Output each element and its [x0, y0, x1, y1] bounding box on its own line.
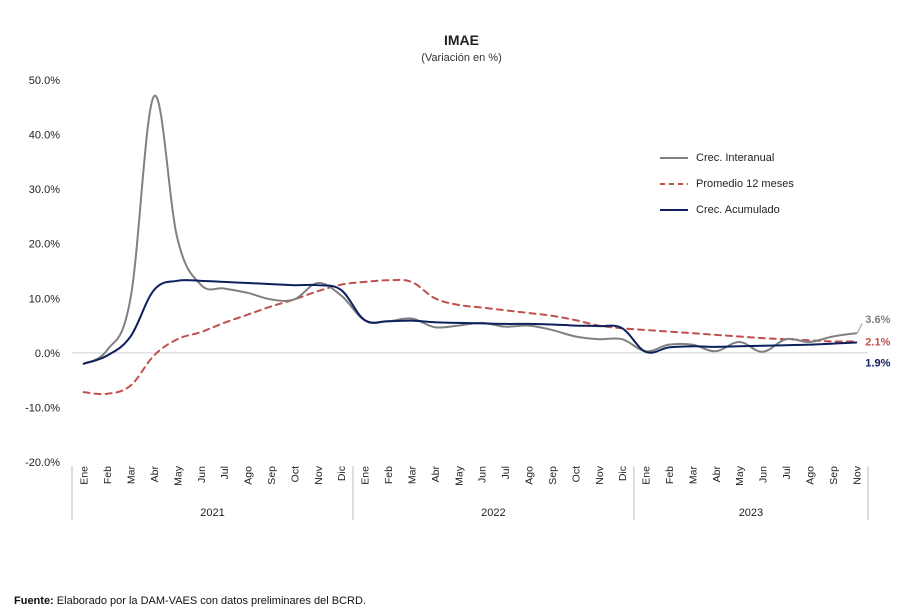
x-tick-label: Jun	[196, 466, 208, 483]
source-text: Elaborado por la DAM-VAES con datos prel…	[53, 595, 366, 607]
x-tick-label: Jul	[781, 466, 793, 479]
legend-label-promedio: Promedio 12 meses	[696, 178, 794, 190]
y-tick-label: 0.0%	[35, 348, 60, 360]
x-tick-label: May	[453, 465, 465, 486]
year-label: 2021	[200, 507, 224, 519]
legend-item-promedio: Promedio 12 meses	[660, 171, 794, 197]
x-tick-label: Jul	[500, 466, 512, 479]
series-line-promedio-12-meses	[82, 278, 858, 396]
legend-item-acumulado: Crec. Acumulado	[660, 197, 794, 223]
x-tick-label: Mar	[687, 466, 699, 485]
year-label: 2022	[481, 507, 505, 519]
end-label: 3.6%	[865, 314, 890, 326]
x-tick-label: Sep	[828, 466, 840, 485]
y-tick-label: 40.0%	[29, 130, 60, 142]
y-tick-label: -10.0%	[25, 402, 60, 414]
x-tick-label: Jun	[758, 466, 770, 483]
x-tick-label: Ago	[804, 466, 816, 485]
x-tick-label: Abr	[430, 466, 442, 483]
x-tick-label: Jun	[477, 466, 489, 483]
chart-legend: Crec. Interanual Promedio 12 meses Crec.…	[660, 145, 794, 223]
series-line-crec-interanual	[82, 95, 858, 365]
x-tick-label: Oct	[289, 466, 301, 482]
x-tick-label: Ene	[79, 466, 91, 485]
end-label-leader	[856, 322, 863, 334]
x-tick-label: Nov	[594, 465, 606, 484]
x-tick-label: Abr	[711, 466, 723, 483]
x-tick-label: Ago	[524, 466, 536, 485]
y-tick-label: -20.0%	[25, 457, 60, 469]
x-tick-label: Feb	[102, 466, 114, 484]
x-tick-label: Jul	[219, 466, 231, 479]
legend-swatch-interanual	[660, 157, 688, 159]
legend-label-interanual: Crec. Interanual	[696, 152, 775, 164]
x-tick-label: Nov	[313, 465, 325, 484]
x-tick-label: Sep	[266, 466, 278, 485]
x-tick-label: Dic	[617, 466, 629, 481]
source-prefix: Fuente:	[14, 595, 54, 607]
source-note: Fuente: Elaborado por la DAM-VAES con da…	[14, 595, 366, 607]
x-tick-label: Nov	[851, 465, 863, 484]
chart-subtitle: (Variación en %)	[421, 52, 502, 64]
legend-item-interanual: Crec. Interanual	[660, 145, 794, 171]
x-tick-label: May	[734, 465, 746, 486]
y-tick-label: 20.0%	[29, 239, 60, 251]
y-tick-label: 50.0%	[29, 75, 60, 87]
legend-label-acumulado: Crec. Acumulado	[696, 204, 780, 216]
x-tick-label: Feb	[383, 466, 395, 484]
x-tick-label: Oct	[570, 466, 582, 482]
x-tick-label: Mar	[406, 466, 418, 485]
x-tick-label: Abr	[149, 466, 161, 483]
x-tick-label: Ago	[243, 466, 255, 485]
chart-title: IMAE	[444, 32, 479, 48]
legend-swatch-promedio	[660, 183, 688, 185]
end-label: 2.1%	[865, 336, 890, 348]
series-line-crec-acumulado	[82, 279, 858, 365]
end-label: 1.9%	[865, 357, 890, 369]
x-tick-label: Ene	[360, 466, 372, 485]
y-tick-label: 30.0%	[29, 184, 60, 196]
y-tick-label: 10.0%	[29, 293, 60, 305]
x-tick-label: Mar	[126, 466, 138, 485]
year-label: 2023	[739, 507, 763, 519]
x-tick-label: Sep	[547, 466, 559, 485]
x-tick-label: Ene	[641, 466, 653, 485]
legend-swatch-acumulado	[660, 209, 688, 211]
x-tick-label: Feb	[664, 466, 676, 484]
x-tick-label: May	[172, 465, 184, 486]
x-tick-label: Dic	[336, 466, 348, 481]
